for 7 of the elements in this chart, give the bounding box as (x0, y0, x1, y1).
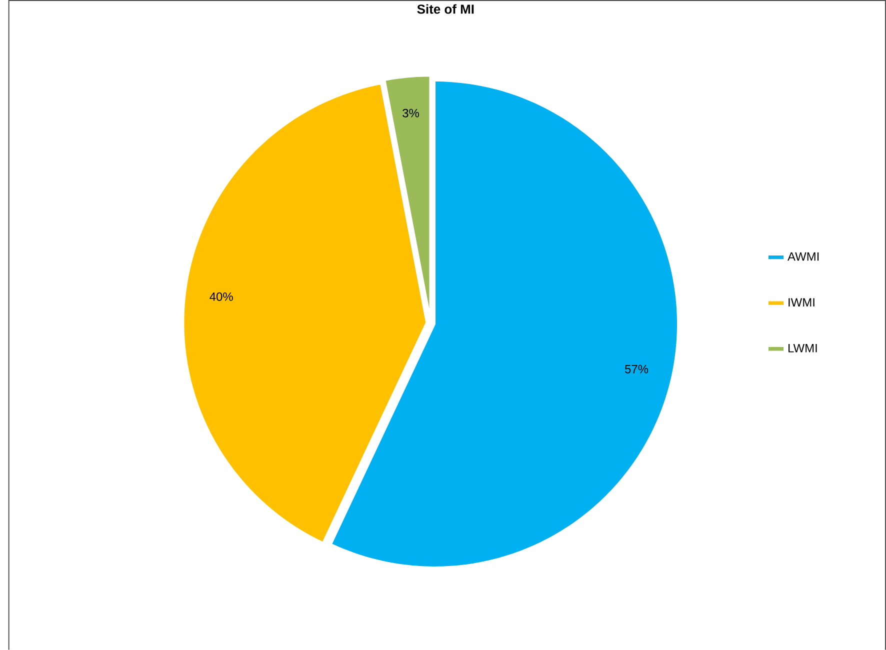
data-label: 57% (625, 364, 648, 374)
data-label: 3% (402, 108, 420, 118)
legend-label: AWMI (788, 252, 819, 261)
legend-label: LWMI (788, 344, 817, 352)
legend-label: IWMI (788, 298, 814, 306)
data-label: 40% (210, 292, 233, 301)
chart-title: Site of MI (417, 4, 474, 14)
